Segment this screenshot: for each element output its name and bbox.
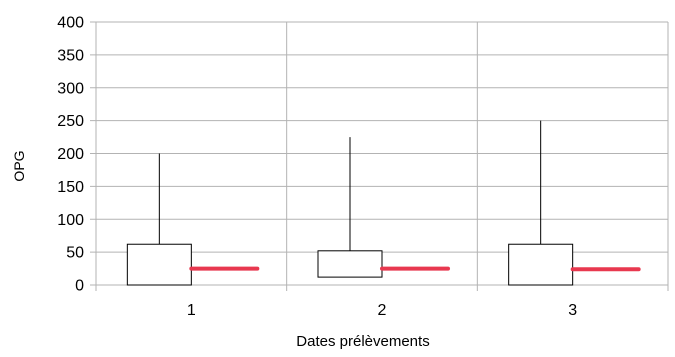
box-1 [126,243,192,286]
y-tick-label-0: 0 [75,278,84,295]
y-tick-label-350: 350 [57,47,84,64]
x-tick-label-3: 3 [568,302,577,319]
boxes [126,120,641,286]
y-tick-label-150: 150 [57,179,84,196]
x-tick-label-1: 1 [187,302,196,319]
box-group-3 [508,120,641,286]
y-tick-label-300: 300 [57,80,84,97]
grid-lines [90,21,669,291]
y-axis-label: OPG [11,150,27,181]
box-2 [317,250,383,278]
y-tick-label-50: 50 [66,245,84,262]
y-tick-label-200: 200 [57,146,84,163]
box-3 [508,243,574,286]
box-group-1 [126,153,260,286]
y-tick-label-100: 100 [57,212,84,229]
x-axis-label: Dates prélèvements [296,333,429,350]
y-tick-labels: 0 50 100 150 200 250 300 350 400 [57,15,84,295]
x-tick-labels: 1 2 3 [187,302,577,319]
y-tick-label-250: 250 [57,113,84,130]
box-group-2 [317,137,450,278]
x-tick-label-2: 2 [378,302,387,319]
y-tick-label-400: 400 [57,15,84,32]
